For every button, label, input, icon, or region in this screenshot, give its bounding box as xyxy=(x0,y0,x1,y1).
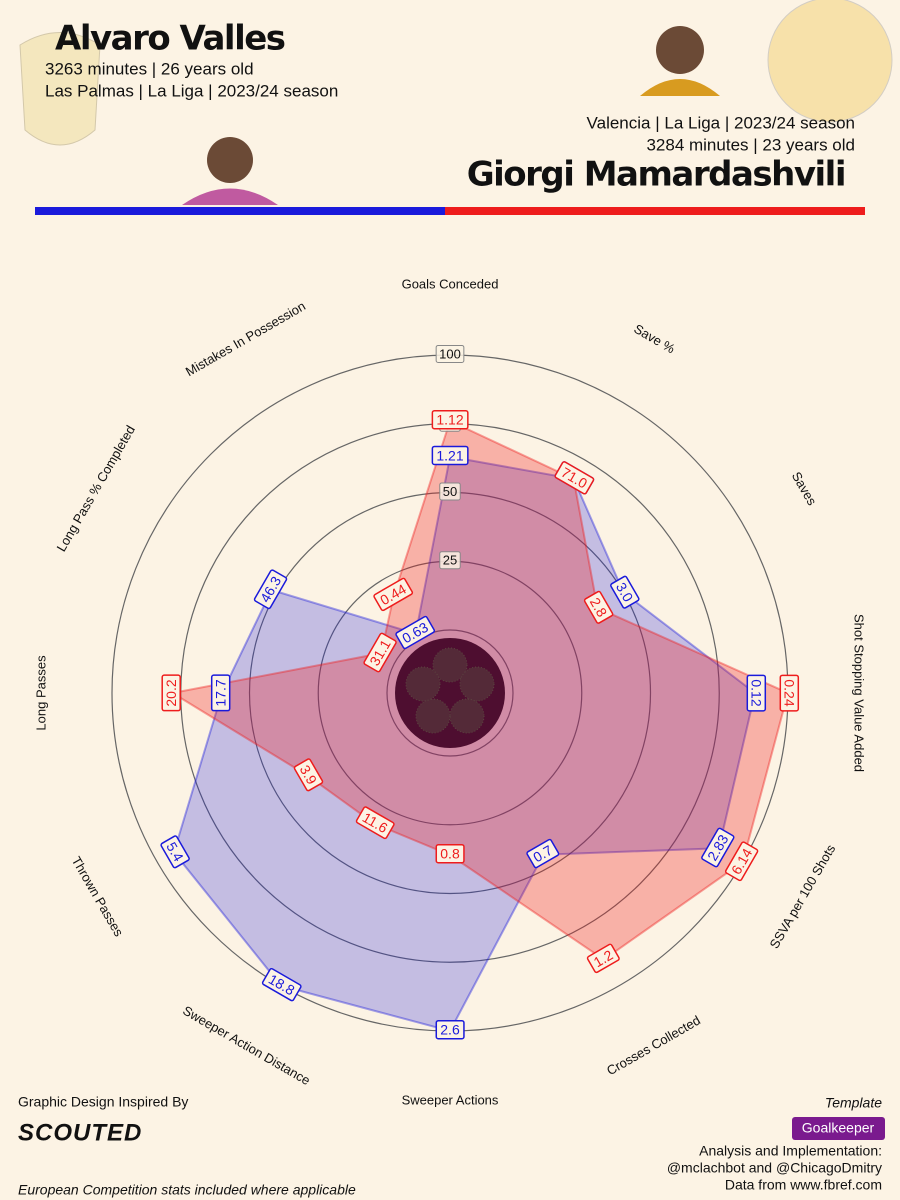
player-info: Las Palmas | La Liga | 2023/24 season xyxy=(45,81,338,100)
value-label-box xyxy=(431,409,469,430)
category-label: Shot Stopping Value Added xyxy=(852,614,867,772)
player-name-right: Giorgi Mamardashvili xyxy=(467,155,845,195)
player-photo-left xyxy=(182,137,278,205)
category-label: Long Passes xyxy=(33,655,48,731)
credit: Analysis and Implementation: xyxy=(699,1143,882,1159)
value-label-box xyxy=(395,615,436,650)
club-logo-left xyxy=(19,32,101,146)
value-label-box xyxy=(724,841,759,882)
value-label-box xyxy=(373,577,414,612)
value-label: 20.2 xyxy=(163,679,179,706)
r-tick-box xyxy=(435,344,465,363)
value-label: 1.21 xyxy=(436,447,463,463)
value-label-box xyxy=(610,575,640,609)
value-label-box xyxy=(253,569,288,610)
value-label-box xyxy=(746,674,767,712)
template-badge xyxy=(792,1117,885,1140)
club-logo-right xyxy=(767,0,893,123)
value-label: 1.12 xyxy=(436,412,463,428)
credit: @mclachbot and @ChicagoDmitry xyxy=(667,1160,882,1176)
category-label: Sweeper Actions xyxy=(402,1092,499,1107)
value-label: 0.12 xyxy=(748,679,764,706)
inner-ring xyxy=(386,629,514,757)
value-label: 17.7 xyxy=(213,679,229,706)
value-label: 0.8 xyxy=(440,846,460,862)
value-label-box xyxy=(210,674,231,712)
value-label-box xyxy=(293,758,324,792)
value-label-box xyxy=(363,632,397,673)
r-tick-label: 50 xyxy=(443,484,457,499)
player-name-left: Alvaro Valles xyxy=(55,19,285,59)
note: European Competition stats included wher… xyxy=(18,1182,356,1198)
template-label: Template xyxy=(825,1095,882,1111)
brand: SCOUTED xyxy=(18,1119,142,1146)
ball-patch xyxy=(459,666,495,702)
design-credit: Graphic Design Inspired By xyxy=(18,1094,188,1110)
r-tick-label: 100 xyxy=(439,346,461,361)
r-tick-label: 25 xyxy=(443,553,457,568)
value-label: 2.6 xyxy=(440,1022,460,1038)
player-photo-right xyxy=(640,26,720,96)
value-label-box xyxy=(526,838,560,869)
divider-left xyxy=(35,207,455,215)
value-label-box xyxy=(261,967,302,1002)
value-label-box xyxy=(435,843,465,864)
r-tick-box xyxy=(439,482,461,501)
player-info: 3284 minutes | 23 years old xyxy=(646,135,855,154)
ball-patch xyxy=(405,666,441,702)
value-label-box xyxy=(554,461,595,495)
ball-patch xyxy=(415,698,451,734)
r-tick-box xyxy=(439,551,461,570)
value-label-box xyxy=(161,674,181,712)
value-label-box xyxy=(431,445,469,466)
player-info: 3263 minutes | 26 years old xyxy=(45,59,254,78)
value-label-box xyxy=(583,590,614,624)
category-label: Goals Conceded xyxy=(402,276,499,291)
value-label-box xyxy=(160,835,190,869)
value-label: 0.24 xyxy=(781,679,797,706)
template: Goalkeeper xyxy=(802,1120,875,1136)
value-label-box xyxy=(701,827,735,868)
ball-patch xyxy=(449,698,485,734)
divider-right xyxy=(445,207,865,215)
value-label-box xyxy=(779,674,800,712)
credit: Data from www.fbref.com xyxy=(725,1177,882,1193)
ball-patch xyxy=(432,647,468,683)
value-label-box xyxy=(355,806,395,840)
value-label-box xyxy=(435,1019,465,1040)
value-label-box xyxy=(586,943,620,974)
player-info: Valencia | La Liga | 2023/24 season xyxy=(587,113,855,132)
